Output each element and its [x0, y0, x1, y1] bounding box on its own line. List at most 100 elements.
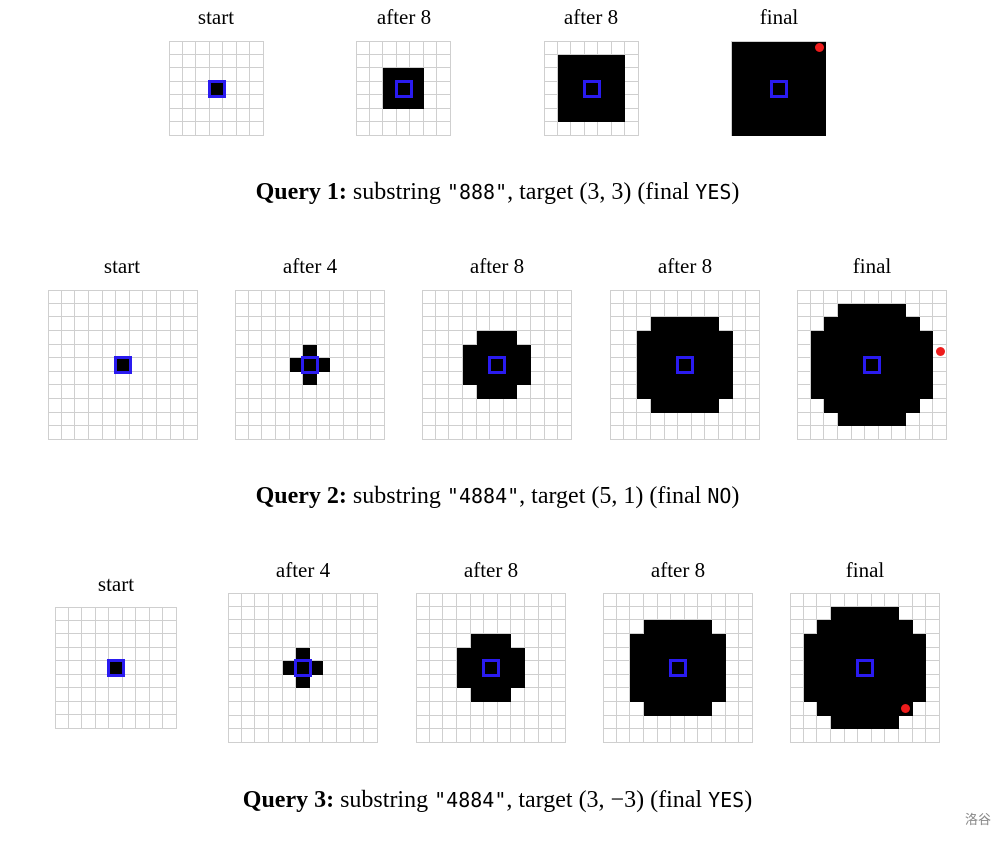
grid-cell — [169, 41, 183, 55]
grid-cell — [650, 426, 665, 440]
filled-cell — [758, 54, 772, 69]
grid-cell — [356, 68, 370, 82]
grid-cell — [68, 620, 83, 635]
grid-cell — [824, 290, 838, 304]
grid-cell — [184, 303, 198, 318]
grid-cell — [88, 358, 103, 372]
grid-cell — [364, 702, 378, 716]
filled-cell — [851, 317, 866, 331]
grid-cell — [610, 290, 624, 304]
grid-cell — [316, 371, 331, 386]
grid-cell — [525, 593, 539, 607]
grid-cell — [437, 54, 451, 69]
filled-cell — [678, 385, 692, 400]
grid-cell — [797, 426, 811, 440]
grid-cell — [48, 344, 62, 359]
grid-cell — [643, 729, 658, 743]
grid-cell — [538, 606, 553, 621]
filled-cell — [684, 647, 699, 662]
filled-cell — [698, 702, 713, 716]
grid-cell — [511, 633, 526, 648]
filled-cell — [705, 358, 720, 372]
grid-cell — [344, 385, 358, 400]
grid-cell — [810, 412, 825, 427]
grid-cell — [511, 606, 526, 621]
grid-cell — [746, 303, 760, 318]
filled-cell — [511, 647, 526, 662]
grid-cell — [369, 81, 384, 96]
grid-cell — [416, 620, 430, 634]
filled-cell — [571, 68, 585, 82]
grid-cell — [817, 593, 831, 607]
grid-cell — [410, 41, 424, 55]
grid-cell — [275, 371, 290, 386]
grid-cell — [170, 399, 185, 413]
filled-cell — [892, 385, 907, 400]
filled-cell — [871, 633, 886, 648]
grid-cell — [511, 702, 526, 716]
grid-cell — [691, 290, 706, 304]
grid-cell — [88, 330, 103, 345]
grid-cell — [143, 358, 158, 372]
grid-cell — [422, 358, 436, 372]
filled-cell — [611, 95, 626, 109]
filled-cell — [643, 661, 658, 675]
grid-cell — [241, 702, 256, 716]
filled-cell — [899, 647, 913, 662]
grid-cell — [75, 399, 89, 413]
grid-cell — [228, 620, 242, 634]
filled-cell — [851, 412, 866, 427]
grid-cell — [603, 674, 617, 689]
grid-cell — [462, 290, 477, 304]
filled-cell — [664, 371, 679, 386]
filled-cell — [705, 399, 720, 413]
grid-cell — [316, 412, 331, 427]
grid-cell — [55, 715, 69, 729]
filled-cell — [731, 41, 745, 55]
grid-cell — [95, 674, 110, 689]
grid-cell — [698, 606, 713, 621]
grid-cell — [250, 41, 264, 55]
grid-cell — [443, 688, 457, 703]
grid-cell — [357, 371, 372, 386]
grid-cell — [497, 593, 512, 607]
grid-cell — [462, 317, 477, 331]
grid-cell — [61, 303, 76, 318]
filled-cell — [885, 715, 900, 730]
grid-cell — [262, 317, 276, 331]
filled-cell — [865, 303, 879, 318]
grid-cell — [282, 729, 297, 743]
grid-cell — [323, 633, 338, 648]
origin-marker — [301, 356, 319, 374]
grid-cell — [289, 412, 304, 427]
grid-cell — [357, 385, 372, 400]
grid-cell — [462, 303, 477, 318]
filled-cell — [511, 674, 526, 689]
grid-cell — [371, 303, 385, 318]
grid-cell — [810, 317, 825, 331]
grid-cell — [449, 426, 463, 440]
grid-cell — [422, 399, 436, 413]
grid-cell — [383, 54, 397, 69]
filled-cell — [817, 647, 831, 662]
filled-cell — [698, 647, 713, 662]
grid-cell — [497, 702, 512, 716]
grid-cell — [223, 81, 237, 96]
grid-cell — [369, 122, 384, 136]
filled-cell — [865, 317, 879, 331]
grid-cell — [184, 371, 198, 386]
filled-cell — [664, 399, 679, 413]
grid-cell — [337, 661, 351, 675]
filled-cell — [858, 688, 872, 703]
grid-cell — [610, 412, 624, 427]
grid-cell — [116, 330, 130, 345]
query-label: Query 3: — [242, 787, 335, 813]
grid-cell — [344, 290, 358, 304]
grid-cell — [803, 620, 818, 634]
grid-cell — [163, 634, 177, 648]
grid-cell — [817, 715, 831, 730]
grid-cell — [610, 344, 624, 359]
grid-cell — [926, 661, 940, 675]
grid-cell — [712, 606, 726, 621]
filled-cell — [812, 122, 826, 136]
